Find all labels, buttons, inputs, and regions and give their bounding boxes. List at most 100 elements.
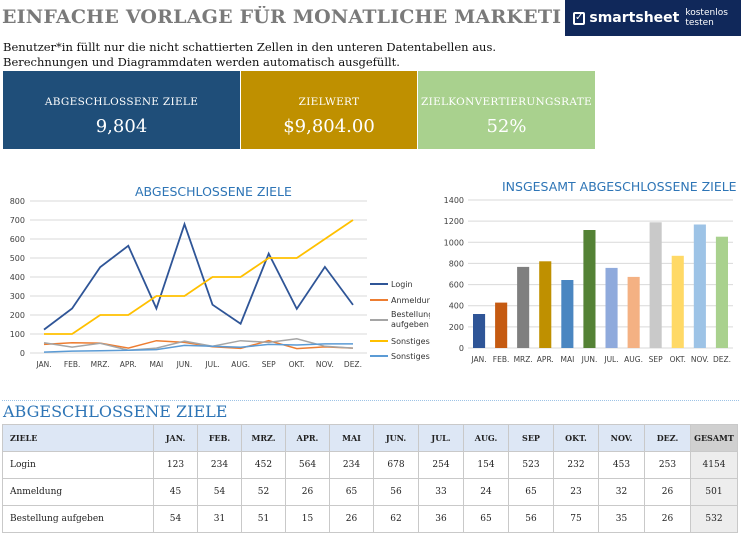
bar — [693, 224, 706, 348]
brand-name: smartsheet — [589, 10, 680, 26]
table-cell[interactable]: 453 — [598, 451, 645, 479]
table-cell[interactable]: 32 — [598, 478, 645, 506]
legend-label: Sonstiges — [391, 337, 430, 346]
section-divider — [2, 400, 739, 401]
table-cell[interactable]: 26 — [644, 478, 691, 506]
y-tick-label: 300 — [10, 292, 25, 301]
bar — [583, 230, 596, 348]
trial-link[interactable]: kostenlos testen — [685, 8, 728, 28]
table-cell[interactable]: 23 — [553, 478, 599, 506]
legend-label: Sonstiges — [391, 352, 430, 361]
x-tick-label: OKT. — [289, 360, 305, 369]
table-cell[interactable]: 52 — [241, 478, 286, 506]
column-header: FEB. — [197, 424, 242, 452]
table-cell[interactable]: 26 — [644, 505, 691, 533]
y-tick-label: 700 — [10, 216, 25, 225]
bar — [561, 280, 574, 348]
x-tick-label: JUN. — [581, 355, 598, 364]
kpi-value: $9,804.00 — [283, 116, 375, 137]
column-header: SEP — [508, 424, 554, 452]
x-tick-label: MRZ. — [514, 355, 533, 364]
column-header: NOV. — [598, 424, 645, 452]
table-cell[interactable]: 452 — [241, 451, 286, 479]
y-tick-label: 600 — [10, 235, 25, 244]
kpi-value: 52% — [486, 116, 527, 137]
table-cell[interactable]: 33 — [418, 478, 464, 506]
legend-label: Anmeldung — [391, 296, 430, 305]
bar — [715, 236, 728, 348]
table-cell[interactable]: 24 — [463, 478, 509, 506]
table-cell[interactable]: 62 — [373, 505, 419, 533]
column-header: JAN. — [153, 424, 198, 452]
column-header: AUG. — [463, 424, 509, 452]
instructions: Benutzer*in füllt nur die nicht schattie… — [3, 40, 496, 70]
table-cell[interactable]: 65 — [463, 505, 509, 533]
table-cell[interactable]: 564 — [285, 451, 330, 479]
column-header-total: GESAMT — [690, 424, 738, 452]
table-cell[interactable]: 232 — [553, 451, 599, 479]
table-cell[interactable]: 36 — [418, 505, 464, 533]
y-tick-label: 600 — [449, 281, 464, 290]
table-cell[interactable]: 678 — [373, 451, 419, 479]
goals-table: ZIELE JAN. FEB. MRZ. APR. MAI JUN. JUL. … — [2, 424, 738, 533]
table-row: Bestellung aufgeben 54 31 51 15 26 62 36… — [2, 505, 738, 533]
x-tick-label: AUG. — [231, 360, 250, 369]
checkmark-icon: ✓ — [573, 11, 586, 25]
y-tick-label: 200 — [10, 311, 25, 320]
column-header: APR. — [285, 424, 330, 452]
total-cell: 4154 — [690, 451, 738, 479]
bar — [605, 267, 618, 348]
table-cell[interactable]: 253 — [644, 451, 691, 479]
table-cell[interactable]: 65 — [508, 478, 554, 506]
table-cell[interactable]: 123 — [153, 451, 198, 479]
table-cell[interactable]: 75 — [553, 505, 599, 533]
bar-chart-title: INSGESAMT ABGESCHLOSSENE ZIELE — [502, 179, 737, 194]
table-cell[interactable]: 154 — [463, 451, 509, 479]
x-tick-label: APR. — [120, 360, 137, 369]
row-label[interactable]: Anmeldung — [2, 478, 154, 506]
x-tick-label: APR. — [537, 355, 554, 364]
instruction-line: Benutzer*in füllt nur die nicht schattie… — [3, 40, 497, 54]
y-tick-label: 400 — [10, 273, 25, 282]
series-line — [44, 219, 354, 335]
table-cell[interactable]: 45 — [153, 478, 198, 506]
column-header: MRZ. — [241, 424, 286, 452]
series-line — [43, 338, 354, 351]
table-cell[interactable]: 51 — [241, 505, 286, 533]
table-cell[interactable]: 31 — [197, 505, 242, 533]
bar-chart: 0 200 400 600 800 1000 1200 1400 JAN. FEB. MRZ. APR… — [444, 196, 733, 364]
column-header: DEZ. — [644, 424, 691, 452]
x-tick-label: JUL. — [603, 355, 618, 364]
y-tick-label: 200 — [449, 323, 464, 332]
table-cell[interactable]: 254 — [418, 451, 464, 479]
total-cell: 532 — [690, 505, 738, 533]
table-cell[interactable]: 56 — [373, 478, 419, 506]
table-cell[interactable]: 26 — [329, 505, 374, 533]
table-cell[interactable]: 234 — [329, 451, 374, 479]
table-cell[interactable]: 56 — [508, 505, 554, 533]
x-tick-label: NOV. — [691, 355, 709, 364]
table-cell[interactable]: 15 — [285, 505, 330, 533]
page-title: EINFACHE VORLAGE FÜR MONATLICHE MARKETIN… — [2, 6, 562, 28]
table-cell[interactable]: 54 — [153, 505, 198, 533]
table-cell[interactable]: 65 — [329, 478, 374, 506]
table-cell[interactable]: 35 — [598, 505, 645, 533]
x-tick-label: JUN. — [176, 360, 193, 369]
column-header: ZIELE — [2, 424, 154, 452]
table-cell[interactable]: 234 — [197, 451, 242, 479]
table-cell[interactable]: 54 — [197, 478, 242, 506]
y-tick-label: 1200 — [444, 217, 464, 226]
kpi-label: ZIELKONVERTIERUNGSRATE — [421, 96, 592, 108]
y-tick-label: 500 — [10, 254, 25, 263]
row-label[interactable]: Bestellung aufgeben — [2, 505, 154, 533]
x-tick-label: MRZ. — [91, 360, 110, 369]
x-tick-label: SEP — [649, 355, 663, 364]
column-header: JUN. — [373, 424, 419, 452]
table-cell[interactable]: 26 — [285, 478, 330, 506]
x-tick-label: JUL. — [204, 360, 219, 369]
kpi-label: ZIELWERT — [298, 96, 360, 108]
table-cell[interactable]: 523 — [508, 451, 554, 479]
smartsheet-trial-banner[interactable]: ✓ smartsheet kostenlos testen — [565, 0, 741, 36]
legend-label: Bestellung aufgeben — [391, 310, 430, 329]
row-label[interactable]: Login — [2, 451, 154, 479]
